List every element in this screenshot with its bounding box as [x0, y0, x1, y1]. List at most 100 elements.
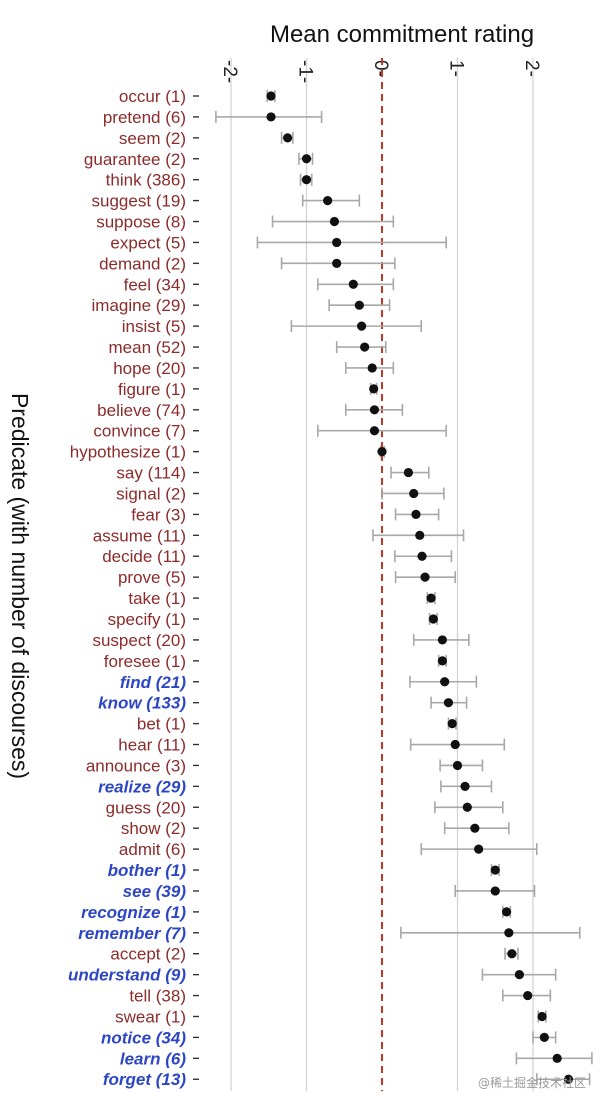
- predicate-label: remember (7): [78, 924, 186, 943]
- predicate-label: learn (6): [120, 1049, 186, 1068]
- predicate-label: assume (11): [93, 526, 186, 545]
- data-point: [507, 949, 517, 959]
- data-point: [409, 488, 419, 499]
- data-point: [354, 300, 364, 310]
- data-point: [301, 154, 312, 164]
- predicate-label: insist (5): [122, 317, 186, 336]
- predicate-label: imagine (29): [92, 296, 187, 315]
- data-point: [504, 928, 514, 938]
- predicate-label: announce (3): [86, 756, 186, 775]
- predicate-label: believe (74): [97, 401, 186, 420]
- data-point: [367, 363, 377, 373]
- predicate-label: occur (1): [119, 87, 186, 106]
- predicate-label: pretend (6): [103, 108, 186, 127]
- data-point: [514, 970, 525, 980]
- data-point: [357, 321, 367, 331]
- predicate-label: signal (2): [116, 484, 186, 503]
- data-point: [539, 1032, 549, 1042]
- x-tick-label: 2-: [521, 60, 542, 77]
- data-point: [470, 823, 480, 833]
- predicate-label: notice (34): [101, 1028, 186, 1047]
- predicate-label: expect (5): [110, 233, 186, 252]
- data-point: [440, 677, 450, 687]
- data-point: [332, 258, 342, 268]
- x-tick-label: -1-: [295, 60, 316, 83]
- data-point: [474, 844, 484, 854]
- x-tick-label: 1-: [446, 60, 467, 77]
- data-point: [428, 614, 438, 624]
- predicate-label: recognize (1): [81, 903, 186, 922]
- predicate-label: accept (2): [110, 945, 186, 964]
- data-point: [537, 1011, 547, 1022]
- predicate-label: see (39): [123, 882, 187, 901]
- chart-title: Mean commitment rating: [270, 21, 534, 48]
- predicate-label: guess (20): [106, 798, 186, 817]
- data-point: [462, 802, 472, 812]
- predicate-label: feel (34): [124, 275, 186, 294]
- predicate-label: foresee (1): [104, 652, 186, 671]
- data-point: [437, 635, 447, 645]
- data-point: [420, 572, 430, 582]
- predicate-label: swear (1): [115, 1007, 186, 1026]
- error-bars: [215, 90, 593, 1086]
- y-axis-label: Predicate (with number of discourses): [7, 393, 33, 779]
- data-point: [377, 447, 387, 457]
- predicate-label: bet (1): [137, 715, 186, 734]
- predicate-label: suggest (19): [92, 192, 187, 211]
- data-point: [360, 342, 370, 352]
- grid-lines: [230, 58, 534, 1092]
- data-point: [552, 1053, 562, 1063]
- predicate-label: hope (20): [113, 359, 186, 378]
- predicate-label: think (386): [106, 171, 186, 190]
- data-point: [460, 781, 470, 791]
- predicate-label: specify (1): [108, 610, 186, 629]
- data-point: [323, 196, 333, 206]
- predicate-label: guarantee (2): [84, 150, 186, 169]
- data-point: [450, 739, 460, 750]
- predicate-label: hypothesize (1): [70, 443, 186, 462]
- data-point: [426, 593, 436, 603]
- predicate-label: seem (2): [119, 129, 186, 148]
- data-point: [266, 91, 276, 101]
- predicate-label: hear (11): [118, 736, 186, 755]
- predicate-label: know (133): [98, 694, 186, 713]
- predicate-label: decide (11): [102, 547, 186, 566]
- data-point: [417, 551, 427, 561]
- predicate-label: suppose (8): [96, 213, 186, 232]
- data-point: [332, 237, 342, 248]
- watermark-text: @稀土掘金技术社区: [477, 1076, 586, 1090]
- data-point: [266, 112, 276, 122]
- data-point: [301, 175, 312, 185]
- predicate-label: fear (3): [131, 505, 186, 524]
- x-tick-label: 0-: [370, 60, 391, 77]
- predicate-label: mean (52): [109, 338, 186, 357]
- predicate-label: say (114): [116, 464, 186, 483]
- predicate-label: find (21): [120, 673, 186, 692]
- predicate-labels: occur (1) pretend (6) seem (2) guarantee (2…: [68, 87, 199, 1089]
- predicate-label: demand (2): [99, 254, 186, 273]
- data-point: [415, 530, 425, 540]
- data-point: [452, 760, 463, 771]
- data-point: [403, 467, 414, 478]
- data-point: [563, 1074, 574, 1084]
- data-point: [437, 656, 447, 666]
- predicate-label: figure (1): [118, 380, 186, 399]
- predicate-label: tell (38): [129, 987, 186, 1006]
- predicate-label: understand (9): [68, 966, 186, 985]
- predicate-label: convince (7): [93, 422, 186, 441]
- predicate-label: show (2): [121, 819, 186, 838]
- data-point: [501, 907, 512, 917]
- data-point: [348, 279, 358, 289]
- data-point: [443, 698, 454, 708]
- predicate-label: bother (1): [108, 861, 187, 880]
- predicate-label: take (1): [128, 589, 186, 608]
- predicate-label: suspect (20): [92, 631, 186, 650]
- x-tick-labels: -2- -1- 0- 1- 2-: [219, 60, 542, 83]
- data-point: [490, 886, 500, 896]
- data-point: [369, 384, 379, 394]
- data-point: [523, 990, 533, 1001]
- data-point: [490, 865, 500, 875]
- data-point: [411, 509, 421, 519]
- predicate-label: admit (6): [119, 840, 186, 859]
